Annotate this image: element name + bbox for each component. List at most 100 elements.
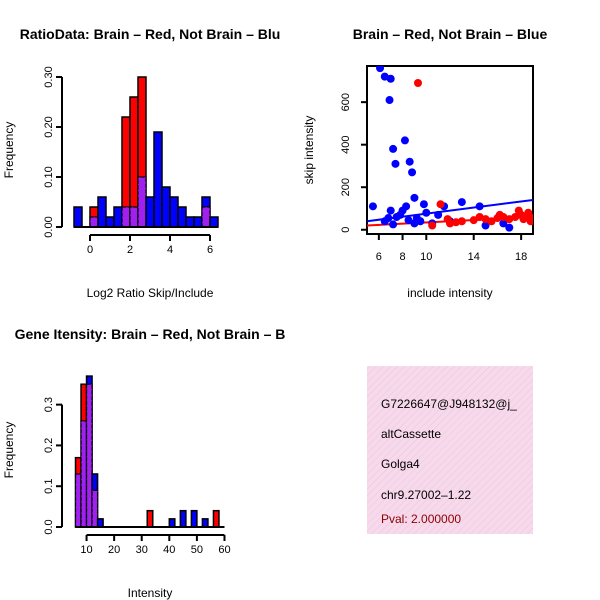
scatter-point xyxy=(505,223,514,232)
scatter-point xyxy=(436,200,445,209)
histogram-bar xyxy=(146,509,154,528)
y-tick-label: 400 xyxy=(340,136,352,154)
info-box: G7226647@J948132@j_ altCassette Golga4 c… xyxy=(367,366,533,534)
y-tick-label: 0.00 xyxy=(43,216,55,237)
event-type: altCassette xyxy=(381,427,441,441)
histogram-bar xyxy=(153,131,163,228)
scatter-point xyxy=(495,210,504,219)
scatter-point xyxy=(389,144,398,153)
scatter-point xyxy=(405,157,414,166)
x-tick-label: 30 xyxy=(136,544,148,556)
y-tick-label: 0.1 xyxy=(43,479,55,494)
scatter-point xyxy=(457,198,466,207)
histogram-bar xyxy=(212,509,220,528)
scatter-point xyxy=(524,208,533,217)
x-axis-label: Log2 Ratio Skip/Include xyxy=(87,286,214,300)
scatter-point xyxy=(514,206,523,215)
overlap-hatch xyxy=(90,217,98,227)
axes: 10 20 30 40 50 60 0.0 0.1 0.2 0.3 xyxy=(43,397,231,556)
scatter-point xyxy=(386,74,395,83)
scatter-point xyxy=(416,217,425,226)
histogram-bar xyxy=(193,216,203,228)
axes: 6 8 10 14 18 0 200 400 600 xyxy=(340,93,527,263)
histogram-bar xyxy=(113,206,123,228)
overlap-hatch xyxy=(92,490,98,527)
location: chr9.27002–1.22 xyxy=(381,488,471,502)
scatter-point xyxy=(443,215,452,224)
scatter-point xyxy=(408,168,417,177)
scatter-point xyxy=(419,200,428,209)
scatter-point xyxy=(487,217,496,226)
overlap-hatch xyxy=(130,207,138,227)
y-tick-label: 200 xyxy=(340,178,352,196)
x-tick-label: 14 xyxy=(468,251,480,263)
x-tick-label: 18 xyxy=(515,251,527,263)
x-tick-label: 4 xyxy=(167,244,173,256)
y-axis-label: Frequency xyxy=(2,422,16,479)
scatter-point xyxy=(451,218,460,227)
x-tick-label: 20 xyxy=(108,544,120,556)
scatter-point xyxy=(413,79,422,88)
histogram-bar xyxy=(105,216,115,228)
x-tick-label: 10 xyxy=(420,251,432,263)
y-tick-label: 0.2 xyxy=(43,438,55,453)
histogram-bar xyxy=(185,216,195,228)
scatter-point xyxy=(481,221,490,230)
y-tick-label: 0.10 xyxy=(43,166,55,187)
y-axis-label: Frequency xyxy=(2,122,16,179)
scatter-point xyxy=(428,221,437,230)
scatter-point xyxy=(422,208,431,217)
histogram-bar xyxy=(161,186,171,228)
histogram-bar xyxy=(177,206,187,228)
scatter-point xyxy=(402,202,411,211)
x-tick-label: 60 xyxy=(218,544,230,556)
scatter-point xyxy=(410,193,419,202)
x-tick-label: 50 xyxy=(191,544,203,556)
y-tick-label: 0.3 xyxy=(43,397,55,412)
overlap-hatch xyxy=(81,420,87,527)
ratio-histogram-panel: RatioData: Brain – Red, Not Brain – Blu … xyxy=(2,26,280,300)
scatter-point xyxy=(386,206,395,215)
y-tick-label: 0 xyxy=(340,227,352,233)
histogram-bar xyxy=(96,518,104,528)
histogram-bar xyxy=(190,509,198,528)
info-background xyxy=(367,366,533,534)
x-tick-label: 40 xyxy=(163,544,175,556)
y-tick-label: 0.20 xyxy=(43,116,55,137)
overlap-hatch xyxy=(202,207,210,227)
histogram-bar xyxy=(201,518,209,528)
scatter-point xyxy=(368,202,377,211)
scatter-point xyxy=(499,219,508,228)
scatter-point xyxy=(475,212,484,221)
scatter-point xyxy=(384,214,393,223)
histogram-bar xyxy=(169,196,179,228)
points xyxy=(368,66,533,232)
plot-frame xyxy=(366,65,534,235)
bar-group xyxy=(73,76,219,228)
overlap-hatch xyxy=(75,473,82,527)
scatter-point xyxy=(457,217,466,226)
overlap-hatch xyxy=(122,207,130,227)
intensity-histogram-panel: Gene Itensity: Brain – Red, Not Brain – … xyxy=(2,326,285,600)
scatter-point xyxy=(389,220,398,229)
x-tick-label: 10 xyxy=(80,544,92,556)
x-axis-label: Intensity xyxy=(128,586,173,600)
x-tick-label: 0 xyxy=(87,244,93,256)
y-tick-label: 0.0 xyxy=(43,519,55,534)
scatter-point xyxy=(376,66,385,73)
intensity-scatter-panel: Brain – Red, Not Brain – Blue 6 8 10 14 18 0 2… xyxy=(302,26,547,300)
x-axis-label: include intensity xyxy=(407,286,492,300)
chart-title: Brain – Red, Not Brain – Blue xyxy=(353,26,548,42)
scatter-point xyxy=(385,96,394,105)
overlap-hatch xyxy=(86,384,93,527)
histogram-bar xyxy=(145,196,155,228)
scatter-point xyxy=(469,216,478,225)
scatter-point xyxy=(391,159,400,168)
event-id: G7226647@J948132@j_ xyxy=(381,397,517,411)
y-tick-label: 0.30 xyxy=(43,66,55,87)
pval: Pval: 2.000000 xyxy=(381,512,461,526)
histogram-bar xyxy=(73,206,83,228)
histogram-bar xyxy=(179,509,187,528)
histogram-bar xyxy=(168,518,176,528)
